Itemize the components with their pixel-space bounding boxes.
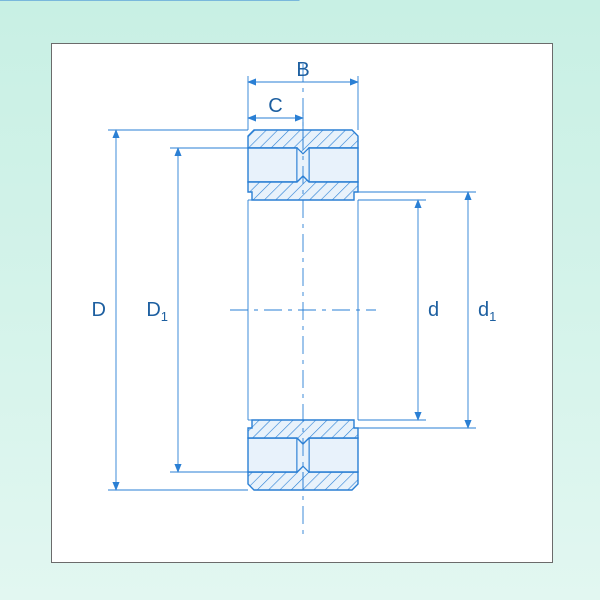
svg-text:D1: D1 bbox=[146, 299, 168, 324]
svg-text:C: C bbox=[268, 95, 282, 117]
page: BC D D1 d d1 bbox=[0, 0, 600, 600]
svg-text:B: B bbox=[296, 59, 309, 81]
svg-text:d1: d1 bbox=[478, 299, 496, 324]
svg-text:D: D bbox=[92, 299, 106, 321]
svg-text:d: d bbox=[428, 299, 439, 321]
drawing-svg: BC D D1 d d1 bbox=[0, 0, 600, 600]
